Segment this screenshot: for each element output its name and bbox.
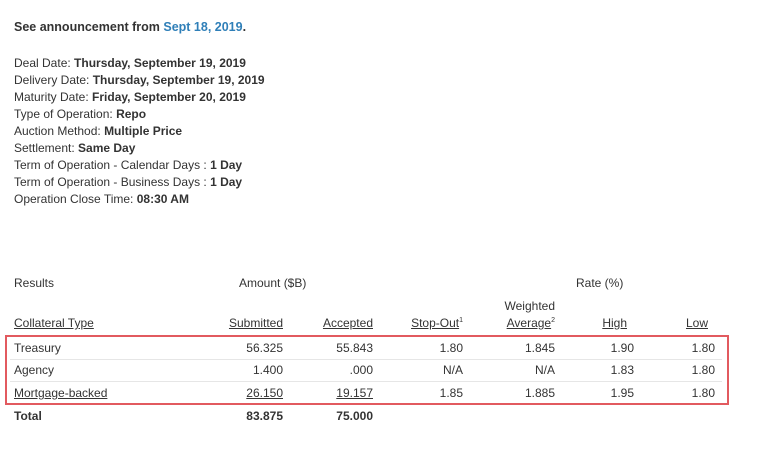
announcement-date-link[interactable]: Sept 18, 2019 xyxy=(163,20,243,34)
header-submitted[interactable]: Submitted xyxy=(228,316,283,330)
row-agency-accepted: .000 xyxy=(349,363,373,377)
header-accepted[interactable]: Accepted xyxy=(322,316,373,330)
operation-close-time-row: Operation Close Time: 08:30 AM xyxy=(14,191,265,208)
row-mortgage-backed-type-link[interactable]: Mortgage-backed xyxy=(14,386,108,400)
amount-group-label: Amount ($B) xyxy=(239,276,307,290)
row-treasury-weighted-average: 1.845 xyxy=(524,341,555,355)
header-stop-out[interactable]: Stop-Out1 xyxy=(363,316,463,330)
row-mortgage-backed-low: 1.80 xyxy=(691,386,715,400)
row-mortgage-backed-weighted-average: 1.885 xyxy=(524,386,555,400)
detail-value: 1 Day xyxy=(210,175,243,189)
announcement-prefix: See announcement from xyxy=(14,20,160,34)
row-mortgage-backed-high: 1.95 xyxy=(610,386,634,400)
type-of-operation-row: Type of Operation: Repo xyxy=(14,106,265,123)
row-mortgage-backed-stop-out: 1.85 xyxy=(439,386,463,400)
row-treasury-low: 1.80 xyxy=(691,341,715,355)
header-collateral-type[interactable]: Collateral Type xyxy=(14,316,94,330)
row-agency-low: 1.80 xyxy=(691,363,715,377)
deal-date-row: Deal Date: Thursday, September 19, 2019 xyxy=(14,55,265,72)
row-treasury-type: Treasury xyxy=(14,341,61,355)
stop-out-label[interactable]: Stop-Out xyxy=(411,316,460,330)
delivery-date-row: Delivery Date: Thursday, September 19, 2… xyxy=(14,72,265,89)
total-label: Total xyxy=(14,409,42,423)
row-mortgage-backed-accepted-link[interactable]: 19.157 xyxy=(336,386,373,400)
row-agency-weighted-average: N/A xyxy=(534,363,555,377)
detail-value: 1 Day xyxy=(210,158,243,172)
row-treasury-submitted: 56.325 xyxy=(246,341,283,355)
highlight-box xyxy=(5,335,729,405)
detail-value: Same Day xyxy=(78,141,136,155)
row-treasury-high: 1.90 xyxy=(610,341,634,355)
row-treasury-stop-out: 1.80 xyxy=(439,341,463,355)
header-high[interactable]: High xyxy=(602,316,627,330)
detail-label: Delivery Date: xyxy=(14,73,93,87)
detail-label: Deal Date: xyxy=(14,56,75,70)
header-average[interactable]: Average2 xyxy=(455,316,555,330)
header-weighted: Weighted xyxy=(504,299,555,313)
row-mortgage-backed-submitted-link[interactable]: 26.150 xyxy=(246,386,283,400)
auction-method-row: Auction Method: Multiple Price xyxy=(14,123,265,140)
term-business-days-row: Term of Operation - Business Days : 1 Da… xyxy=(14,174,265,191)
maturity-date-row: Maturity Date: Friday, September 20, 201… xyxy=(14,89,265,106)
detail-value: Thursday, September 19, 2019 xyxy=(92,73,265,87)
row-agency-high: 1.83 xyxy=(610,363,634,377)
detail-value: Friday, September 20, 2019 xyxy=(92,90,246,104)
detail-label: Term of Operation - Business Days : xyxy=(14,175,211,189)
operation-details: Deal Date: Thursday, September 19, 2019 … xyxy=(14,55,265,208)
stop-out-footnote: 1 xyxy=(459,317,463,324)
detail-value: Thursday, September 19, 2019 xyxy=(74,56,246,70)
detail-label: Auction Method: xyxy=(14,124,105,138)
detail-label: Maturity Date: xyxy=(14,90,93,104)
term-calendar-days-row: Term of Operation - Calendar Days : 1 Da… xyxy=(14,157,265,174)
detail-label: Term of Operation - Calendar Days : xyxy=(14,158,211,172)
announcement-line: See announcement from Sept 18, 2019. xyxy=(14,20,246,34)
detail-label: Settlement: xyxy=(14,141,79,155)
header-low[interactable]: Low xyxy=(685,316,708,330)
detail-label: Operation Close Time: xyxy=(14,192,137,206)
average-footnote: 2 xyxy=(551,317,555,324)
average-label[interactable]: Average xyxy=(506,316,552,330)
row-treasury-accepted: 55.843 xyxy=(336,341,373,355)
row-agency-stop-out: N/A xyxy=(442,363,463,377)
rate-group-label: Rate (%) xyxy=(576,276,624,290)
total-submitted: 83.875 xyxy=(246,409,283,423)
announcement-suffix: . xyxy=(242,20,247,34)
detail-label: Type of Operation: xyxy=(14,107,117,121)
row-agency-submitted: 1.400 xyxy=(252,363,283,377)
row-divider xyxy=(10,381,722,382)
detail-value: 08:30 AM xyxy=(136,192,189,206)
row-divider xyxy=(10,359,722,360)
settlement-row: Settlement: Same Day xyxy=(14,140,265,157)
detail-value: Repo xyxy=(116,107,147,121)
detail-value: Multiple Price xyxy=(104,124,183,138)
results-section-label: Results xyxy=(14,276,55,290)
total-accepted: 75.000 xyxy=(336,409,373,423)
row-agency-type: Agency xyxy=(14,363,55,377)
